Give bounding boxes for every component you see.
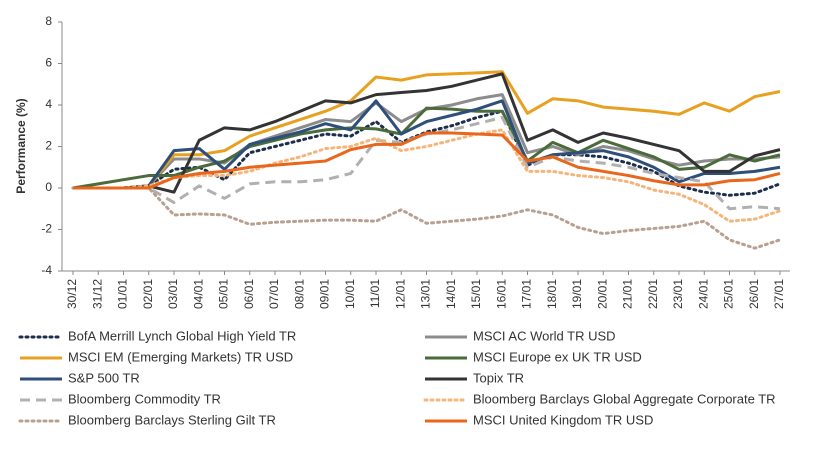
x-tick-label: 08/01 bbox=[292, 279, 306, 309]
x-tick-label: 31/12 bbox=[90, 279, 104, 309]
series-line bbox=[73, 131, 781, 190]
x-tick-label: 03/01 bbox=[166, 279, 180, 309]
x-tick-label: 12/01 bbox=[393, 279, 407, 309]
y-tick-label: 8 bbox=[45, 14, 52, 28]
x-tick-label: 14/01 bbox=[444, 279, 458, 309]
x-tick-label: 22/01 bbox=[646, 279, 660, 309]
legend-label: Topix TR bbox=[473, 370, 524, 385]
x-tick-label: 26/01 bbox=[747, 279, 761, 309]
x-tick-label: 02/01 bbox=[141, 279, 155, 309]
legend-label: BofA Merrill Lynch Global High Yield TR bbox=[68, 328, 296, 343]
legend-label: MSCI United Kingdom TR USD bbox=[473, 412, 653, 427]
y-tick-label: 6 bbox=[45, 56, 52, 70]
x-tick-label: 07/01 bbox=[267, 279, 281, 309]
x-tick-label: 09/01 bbox=[318, 279, 332, 309]
x-tick-label: 27/01 bbox=[772, 279, 786, 309]
x-tick-label: 05/01 bbox=[217, 279, 231, 309]
legend-label: MSCI Europe ex UK TR USD bbox=[473, 349, 642, 364]
y-tick-label: -4 bbox=[41, 263, 52, 277]
y-axis-label: Performance (%) bbox=[14, 98, 28, 193]
y-tick-label: 2 bbox=[45, 139, 52, 153]
series-line bbox=[73, 99, 781, 190]
x-tick-label: 30/12 bbox=[65, 279, 79, 309]
series-line bbox=[72, 106, 781, 190]
x-tick-label: 17/01 bbox=[520, 279, 534, 309]
x-tick-label: 24/01 bbox=[696, 279, 710, 309]
x-tick-label: 04/01 bbox=[191, 279, 205, 309]
x-tick-label: 25/01 bbox=[722, 279, 736, 309]
x-tick-label: 21/01 bbox=[621, 279, 635, 309]
x-tick-label: 11/01 bbox=[368, 279, 382, 308]
series-line bbox=[73, 72, 781, 194]
legend-label: MSCI AC World TR USD bbox=[473, 328, 616, 343]
x-tick-label: 16/01 bbox=[494, 279, 508, 309]
legend-label: S&P 500 TR bbox=[68, 370, 140, 385]
y-tick-label: 0 bbox=[45, 180, 52, 194]
legend-label: Bloomberg Commodity TR bbox=[68, 391, 221, 406]
y-tick-label: -2 bbox=[41, 222, 52, 236]
x-tick-label: 01/01 bbox=[116, 279, 130, 309]
x-tick-label: 10/01 bbox=[343, 279, 357, 309]
legend-label: MSCI EM (Emerging Markets) TR USD bbox=[68, 349, 293, 364]
x-tick-label: 23/01 bbox=[671, 279, 685, 309]
legend-label: Bloomberg Barclays Sterling Gilt TR bbox=[68, 412, 276, 427]
legend-label: Bloomberg Barclays Global Aggregate Corp… bbox=[473, 391, 776, 406]
x-tick-label: 18/01 bbox=[545, 279, 559, 309]
x-tick-label: 13/01 bbox=[419, 279, 433, 309]
x-tick-label: 15/01 bbox=[469, 279, 483, 309]
x-tick-label: 20/01 bbox=[595, 279, 609, 309]
x-tick-label: 06/01 bbox=[242, 279, 256, 309]
x-tick-label: 19/01 bbox=[570, 279, 584, 309]
series-line bbox=[71, 186, 782, 250]
y-tick-label: 4 bbox=[45, 97, 52, 111]
